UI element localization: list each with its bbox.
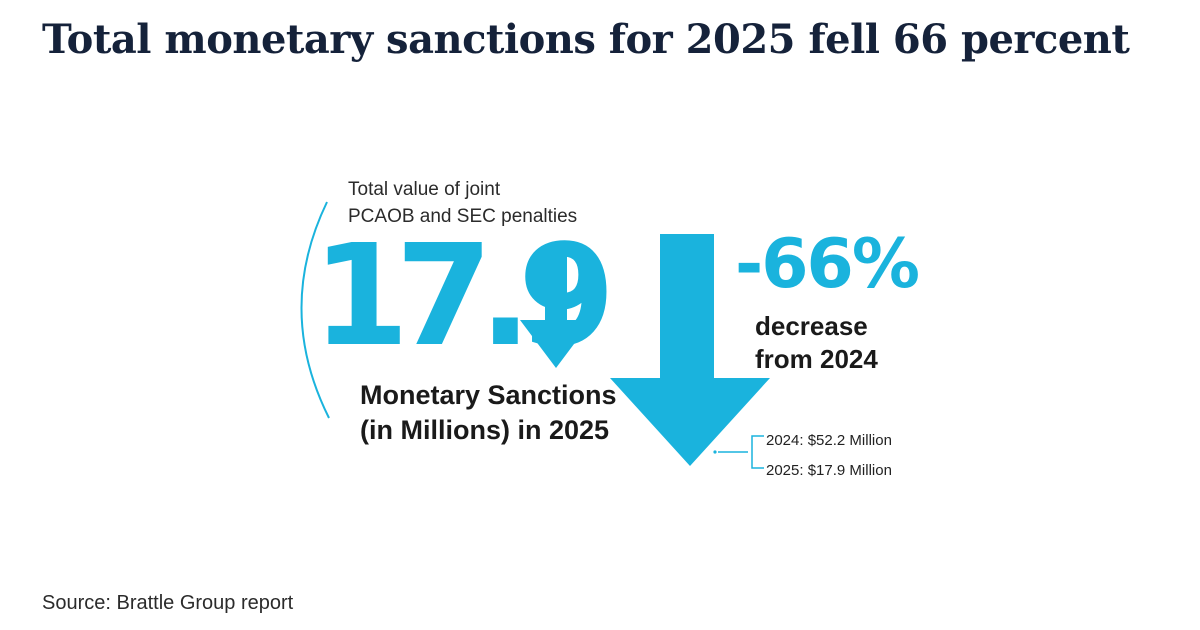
percent-change-label-line-2: from 2024	[755, 344, 878, 374]
headline-value-label-line-2: (in Millions) in 2025	[360, 415, 610, 445]
subtitle-line-1: Total value of joint	[348, 179, 501, 200]
comparison-2025: 2025: $17.9 Million	[766, 462, 892, 479]
down-arrow-icon	[520, 250, 592, 368]
headline-value-label-line-1: Monetary Sanctions	[360, 380, 617, 410]
comparison-list: 2024: $52.2 Million 2025: $17.9 Million	[766, 426, 892, 486]
source-note: Source: Brattle Group report	[42, 592, 294, 614]
comparison-2024: 2024: $52.2 Million	[766, 432, 892, 449]
subtitle-line-2: PCAOB and SEC penalties	[348, 206, 578, 227]
large-down-arrow-icon	[610, 234, 770, 466]
percent-change-label-line-1: decrease	[755, 311, 868, 341]
headline: Total monetary sanctions for 2025 fell 6…	[42, 16, 1130, 63]
decorative-arc	[300, 201, 330, 419]
percent-change-label: decrease from 2024	[755, 310, 878, 376]
percent-change: -66%	[735, 225, 920, 304]
headline-value-label: Monetary Sanctions (in Millions) in 2025	[360, 378, 617, 448]
comparison-bracket	[713, 435, 764, 469]
subtitle: Total value of joint PCAOB and SEC penal…	[348, 176, 577, 230]
